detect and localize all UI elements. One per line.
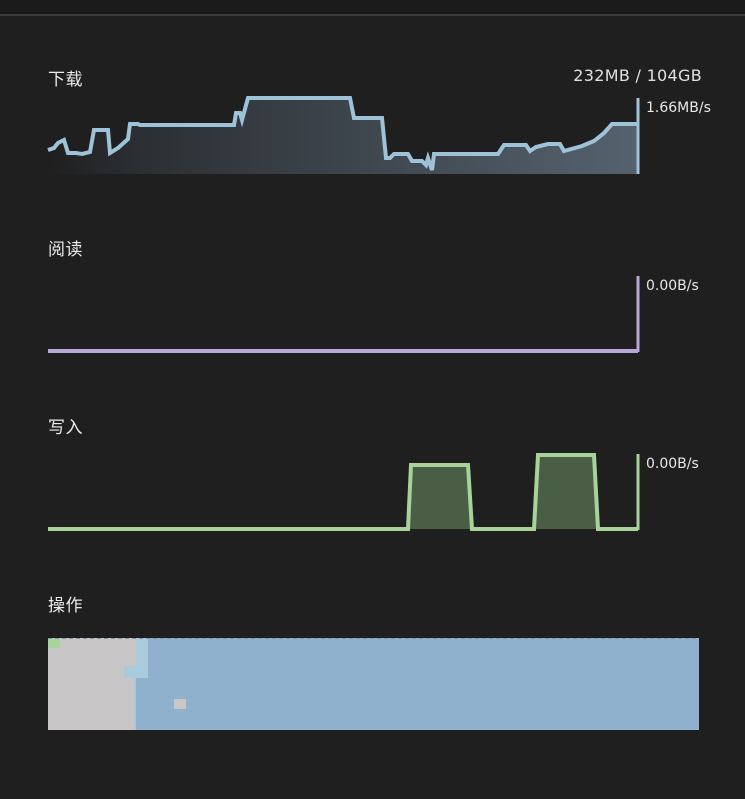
ops-block-grey-top (134, 638, 136, 666)
operations-title: 操作 (48, 596, 83, 616)
write-area (410, 455, 597, 529)
read-rate: 0.00B/s (646, 278, 699, 294)
top-bar (0, 0, 745, 16)
operations-section: 操作 (48, 588, 702, 628)
ops-block-grey (48, 638, 134, 730)
ops-block-light-blue-step (124, 666, 136, 678)
download-title: 下载 (48, 70, 83, 90)
write-graph (48, 453, 640, 531)
read-graph (48, 276, 640, 353)
write-rate: 0.00B/s (646, 456, 699, 472)
download-rate: 1.66MB/s (646, 100, 711, 116)
read-title: 阅读 (48, 240, 83, 260)
ops-block-blue-step (136, 678, 148, 730)
download-line (47, 96, 638, 171)
download-graph (47, 96, 640, 174)
write-title: 写入 (48, 418, 83, 438)
write-line (48, 453, 638, 531)
download-section: 下载 232MB / 104GB 1.66MB/s (47, 60, 711, 180)
ops-block-green (48, 638, 60, 648)
write-section: 写入 0.00B/s (48, 410, 702, 535)
download-total: 232MB / 104GB (573, 66, 702, 85)
operations-map (48, 638, 699, 730)
read-section: 阅读 0.00B/s (48, 232, 702, 357)
ops-block-blue (48, 638, 699, 730)
download-area (48, 98, 638, 174)
ops-block-grey-cell (174, 699, 186, 709)
operations-grid (48, 638, 699, 730)
